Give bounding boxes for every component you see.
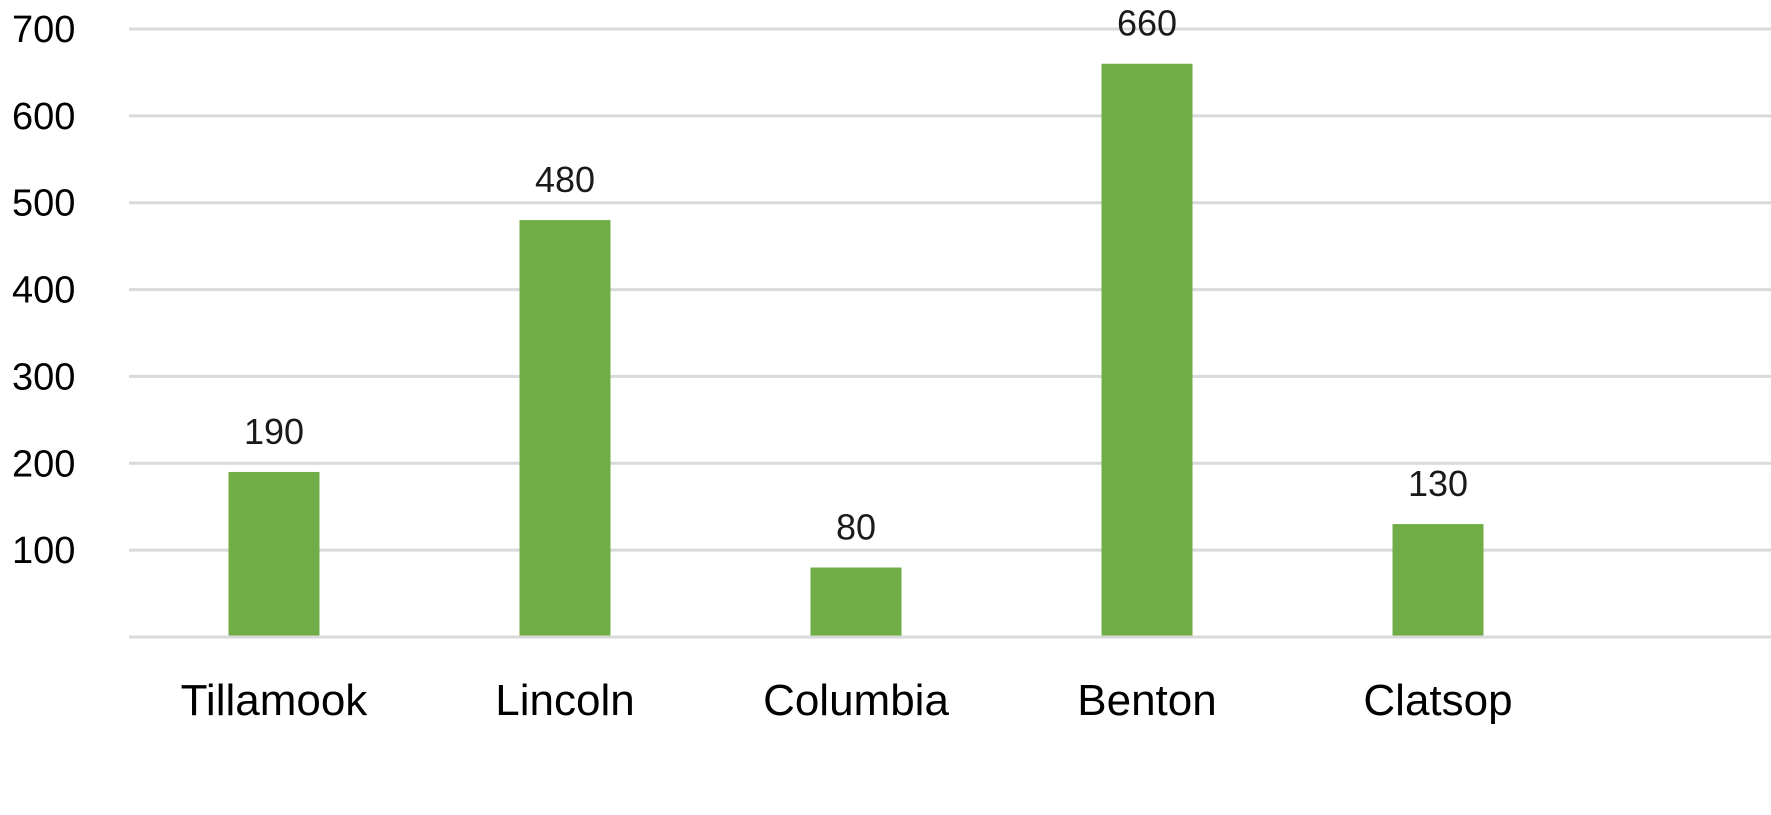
bar-lincoln (519, 220, 611, 638)
bars (228, 63, 1484, 638)
data-label: 660 (1117, 3, 1177, 44)
y-tick-label: 600 (12, 96, 75, 138)
data-labels: 190 480 80 660 130 (244, 3, 1468, 548)
y-tick-label: 500 (12, 183, 75, 225)
data-label: 190 (244, 411, 304, 452)
bar-clatsop (1392, 524, 1484, 637)
y-tick-label: 400 (12, 270, 75, 312)
bar-columbia (810, 567, 902, 637)
y-tick-label: 300 (12, 356, 75, 398)
x-tick-label: Columbia (763, 676, 949, 725)
x-tick-label: Clatsop (1363, 676, 1512, 725)
data-label: 480 (535, 159, 595, 200)
x-tick-label: Tillamook (181, 676, 369, 725)
data-label: 130 (1408, 463, 1468, 504)
x-axis-category-labels: Tillamook Lincoln Columbia Benton Clatsop (181, 676, 1513, 725)
y-tick-label: 700 (12, 9, 75, 51)
x-tick-label: Benton (1077, 676, 1216, 725)
bar-benton (1101, 63, 1193, 637)
bar-tillamook (228, 471, 320, 637)
y-tick-label: 100 (12, 530, 75, 572)
data-label: 80 (836, 507, 876, 548)
x-tick-label: Lincoln (495, 676, 634, 725)
y-axis-tick-labels: 100 200 300 400 500 600 700 (12, 9, 75, 572)
y-tick-label: 200 (12, 443, 75, 485)
gridlines (129, 27, 1771, 552)
